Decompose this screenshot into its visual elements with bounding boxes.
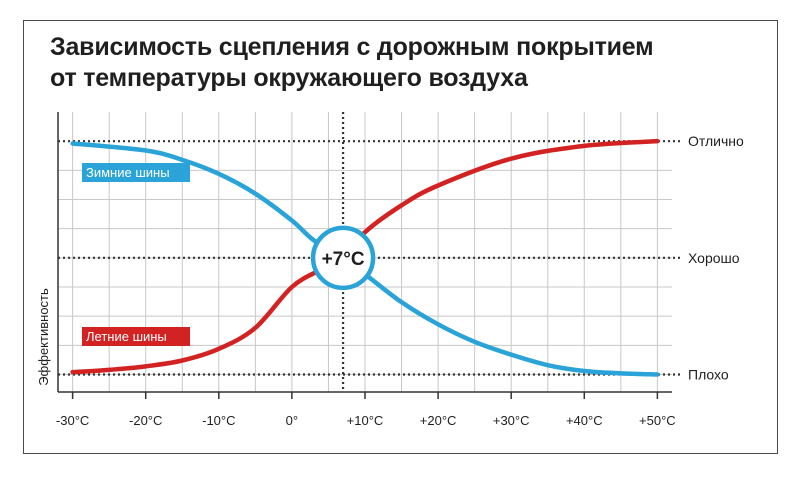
x-tick-label: +50°C — [639, 413, 676, 428]
x-tick-label: -20°C — [129, 413, 162, 428]
series-label-box — [82, 327, 190, 346]
series-label: Летние шины — [86, 329, 167, 344]
level-label: Хорошо — [688, 250, 740, 266]
x-tick-label: 0° — [286, 413, 298, 428]
x-tick-label: +40°C — [566, 413, 603, 428]
series-label-box — [82, 163, 190, 182]
y-axis-label: Эффективность — [36, 288, 51, 386]
chart-frame — [23, 20, 778, 454]
level-label: Отлично — [688, 133, 744, 149]
x-tick-label: +30°C — [493, 413, 530, 428]
x-tick-label: +20°C — [420, 413, 457, 428]
crossover-badge-label: +7°C — [322, 249, 365, 270]
labels: Плохо Хорошо Отлично -30°C -20°C -10°C 0° +10°C… — [36, 133, 744, 428]
x-tick-label: +10°C — [347, 413, 384, 428]
chart-title-line-2: от температуры окружающего воздуха — [50, 64, 528, 92]
x-tick-label: -10°C — [202, 413, 235, 428]
chart-title: Зависимость сцепления с дорожным покрыти… — [50, 32, 654, 94]
chart-title-line-1: Зависимость сцепления с дорожным покрыти… — [50, 33, 654, 61]
crossover-badge-circle — [310, 225, 376, 291]
series-label: Зимние шины — [86, 165, 170, 180]
level-label: Плохо — [688, 367, 729, 383]
x-tick-label: -30°C — [56, 413, 89, 428]
